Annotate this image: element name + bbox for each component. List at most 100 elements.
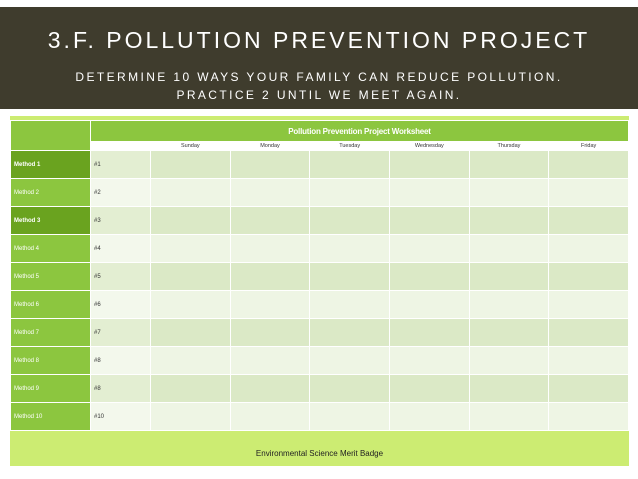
method-row: Method 6 #6 bbox=[10, 290, 629, 319]
method-number: #8 bbox=[90, 346, 151, 375]
entry-cell-monday[interactable] bbox=[229, 318, 311, 347]
entry-cell-friday[interactable] bbox=[548, 290, 629, 319]
entry-cell-tuesday[interactable] bbox=[309, 206, 390, 235]
entry-cell-monday[interactable] bbox=[229, 150, 311, 179]
method-label: Method 6 bbox=[10, 290, 91, 319]
method-row: Method 3 #3 bbox=[10, 206, 629, 235]
entry-cell-wednesday[interactable] bbox=[388, 262, 470, 291]
day-header-tuesday: Tuesday bbox=[309, 141, 390, 151]
entry-cell-thursday[interactable] bbox=[468, 234, 550, 263]
entry-cell-friday[interactable] bbox=[548, 374, 629, 403]
entry-cell-wednesday[interactable] bbox=[388, 178, 470, 207]
header-blank-cell bbox=[90, 141, 151, 151]
entry-cell-sunday[interactable] bbox=[150, 318, 231, 347]
entry-cell-sunday[interactable] bbox=[150, 402, 231, 431]
method-row: Method 1 #1 bbox=[10, 150, 629, 179]
worksheet-panel: Pollution Prevention Project Worksheet S… bbox=[10, 116, 629, 466]
method-label: Method 4 bbox=[10, 234, 91, 263]
entry-cell-friday[interactable] bbox=[548, 402, 629, 431]
method-number: #3 bbox=[90, 206, 151, 235]
entry-cell-friday[interactable] bbox=[548, 318, 629, 347]
entry-cell-tuesday[interactable] bbox=[309, 150, 390, 179]
entry-cell-thursday[interactable] bbox=[468, 262, 550, 291]
entry-cell-thursday[interactable] bbox=[468, 178, 550, 207]
days-header-row: Sunday Monday Tuesday Wednesday Thursday Frid… bbox=[11, 141, 629, 151]
day-header-thursday: Thursday bbox=[468, 141, 550, 151]
entry-cell-monday[interactable] bbox=[229, 178, 311, 207]
entry-cell-thursday[interactable] bbox=[468, 402, 550, 431]
entry-cell-sunday[interactable] bbox=[150, 150, 231, 179]
entry-cell-tuesday[interactable] bbox=[309, 346, 390, 375]
subtitle-line-2: PRACTICE 2 UNTIL WE MEET AGAIN. bbox=[176, 88, 462, 102]
corner-cell bbox=[10, 120, 91, 151]
entry-cell-tuesday[interactable] bbox=[309, 402, 390, 431]
method-number: #10 bbox=[90, 402, 151, 431]
entry-cell-wednesday[interactable] bbox=[388, 402, 470, 431]
entry-cell-thursday[interactable] bbox=[468, 374, 550, 403]
entry-cell-monday[interactable] bbox=[229, 290, 311, 319]
method-label: Method 10 bbox=[10, 402, 91, 431]
method-number: #7 bbox=[90, 318, 151, 347]
entry-cell-wednesday[interactable] bbox=[388, 234, 470, 263]
entry-cell-tuesday[interactable] bbox=[309, 178, 390, 207]
worksheet-title: Pollution Prevention Project Worksheet bbox=[90, 120, 629, 142]
entry-cell-thursday[interactable] bbox=[468, 206, 550, 235]
entry-cell-tuesday[interactable] bbox=[309, 318, 390, 347]
method-number: #1 bbox=[90, 150, 151, 179]
entry-cell-tuesday[interactable] bbox=[309, 234, 390, 263]
entry-cell-thursday[interactable] bbox=[468, 290, 550, 319]
entry-cell-sunday[interactable] bbox=[150, 290, 231, 319]
day-header-friday: Friday bbox=[548, 141, 629, 151]
method-label: Method 8 bbox=[10, 346, 91, 375]
entry-cell-friday[interactable] bbox=[548, 178, 629, 207]
entry-cell-friday[interactable] bbox=[548, 262, 629, 291]
entry-cell-sunday[interactable] bbox=[150, 374, 231, 403]
entry-cell-monday[interactable] bbox=[229, 374, 311, 403]
method-row: Method 4 #4 bbox=[10, 234, 629, 263]
method-label: Method 2 bbox=[10, 178, 91, 207]
method-label: Method 1 bbox=[10, 150, 91, 179]
entry-cell-thursday[interactable] bbox=[468, 318, 550, 347]
subtitle-line-1: DETERMINE 10 WAYS YOUR FAMILY CAN REDUCE… bbox=[75, 70, 563, 84]
entry-cell-wednesday[interactable] bbox=[388, 318, 470, 347]
entry-cell-thursday[interactable] bbox=[468, 346, 550, 375]
entry-cell-friday[interactable] bbox=[548, 234, 629, 263]
day-header-wednesday: Wednesday bbox=[388, 141, 470, 151]
entry-cell-sunday[interactable] bbox=[150, 234, 231, 263]
method-number: #5 bbox=[90, 262, 151, 291]
entry-cell-wednesday[interactable] bbox=[388, 206, 470, 235]
entry-cell-monday[interactable] bbox=[229, 346, 311, 375]
method-row: Method 5 #5 bbox=[10, 262, 629, 291]
day-header-sunday: Sunday bbox=[150, 141, 231, 151]
entry-cell-monday[interactable] bbox=[229, 234, 311, 263]
entry-cell-friday[interactable] bbox=[548, 206, 629, 235]
entry-cell-tuesday[interactable] bbox=[309, 262, 390, 291]
method-label: Method 5 bbox=[10, 262, 91, 291]
slide-title: 3.F. POLLUTION PREVENTION PROJECT bbox=[47, 27, 591, 53]
footer-text: Environmental Science Merit Badge bbox=[255, 449, 384, 458]
entry-cell-friday[interactable] bbox=[548, 346, 629, 375]
method-label: Method 7 bbox=[10, 318, 91, 347]
worksheet-table: Pollution Prevention Project Worksheet S… bbox=[10, 120, 629, 431]
entry-cell-monday[interactable] bbox=[229, 206, 311, 235]
method-label: Method 3 bbox=[10, 206, 91, 235]
entry-cell-thursday[interactable] bbox=[468, 150, 550, 179]
entry-cell-tuesday[interactable] bbox=[309, 290, 390, 319]
entry-cell-sunday[interactable] bbox=[150, 346, 231, 375]
entry-cell-wednesday[interactable] bbox=[388, 150, 470, 179]
method-number: #6 bbox=[90, 290, 151, 319]
entry-cell-sunday[interactable] bbox=[150, 178, 231, 207]
entry-cell-friday[interactable] bbox=[548, 150, 629, 179]
entry-cell-monday[interactable] bbox=[229, 402, 311, 431]
entry-cell-wednesday[interactable] bbox=[388, 346, 470, 375]
method-row: Method 10 #10 bbox=[10, 402, 629, 431]
entry-cell-monday[interactable] bbox=[229, 262, 311, 291]
entry-cell-sunday[interactable] bbox=[150, 206, 231, 235]
entry-cell-sunday[interactable] bbox=[150, 262, 231, 291]
worksheet-title-row: Pollution Prevention Project Worksheet bbox=[10, 120, 629, 151]
method-number: #2 bbox=[90, 178, 151, 207]
method-row: Method 7 #7 bbox=[10, 318, 629, 347]
entry-cell-tuesday[interactable] bbox=[309, 374, 390, 403]
entry-cell-wednesday[interactable] bbox=[388, 374, 470, 403]
entry-cell-wednesday[interactable] bbox=[388, 290, 470, 319]
